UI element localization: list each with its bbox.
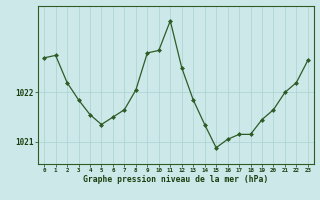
X-axis label: Graphe pression niveau de la mer (hPa): Graphe pression niveau de la mer (hPa) bbox=[84, 175, 268, 184]
